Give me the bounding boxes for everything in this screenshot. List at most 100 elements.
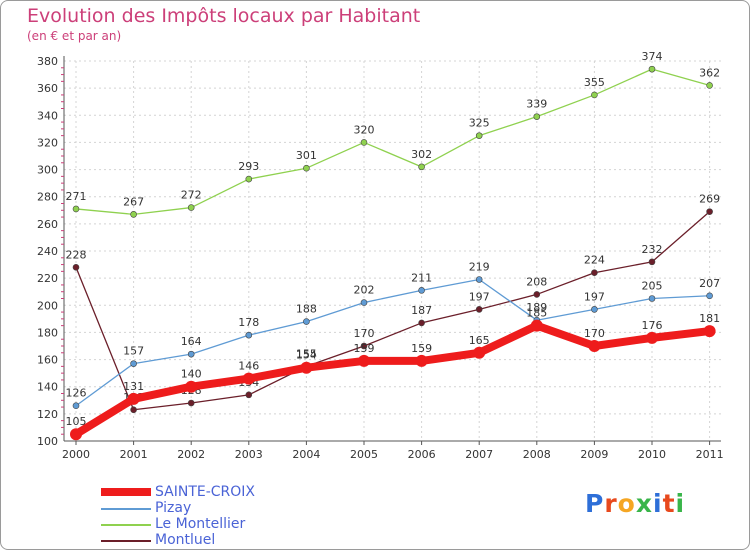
series-line-pizay bbox=[75, 278, 711, 407]
data-point-le-montellier bbox=[418, 163, 425, 171]
data-point-pizay bbox=[187, 350, 195, 358]
data-point-montluel bbox=[533, 291, 541, 298]
data-point-le-montellier bbox=[360, 139, 368, 146]
x-tick-label: 2011 bbox=[696, 448, 724, 461]
data-point-pizay bbox=[591, 306, 598, 313]
data-point-montluel bbox=[591, 269, 598, 277]
legend-label: Le Montellier bbox=[155, 516, 246, 532]
data-label-montluel: 197 bbox=[469, 290, 490, 303]
data-label-le-montellier: 355 bbox=[584, 76, 605, 89]
data-point-montluel bbox=[475, 306, 483, 313]
data-label-montluel: 187 bbox=[411, 304, 432, 317]
data-label-pizay: 207 bbox=[699, 277, 720, 290]
data-label-sainte-croix: 146 bbox=[238, 360, 259, 373]
x-tick-label: 2001 bbox=[120, 448, 148, 461]
data-label-sainte-croix: 159 bbox=[411, 342, 432, 355]
series-line-le-montellier bbox=[75, 68, 711, 216]
data-point-sainte-croix bbox=[588, 340, 601, 352]
x-tick-label: 2004 bbox=[292, 448, 320, 461]
x-tick-label: 2010 bbox=[638, 448, 666, 461]
data-point-pizay bbox=[475, 276, 483, 283]
data-label-sainte-croix: 165 bbox=[469, 334, 490, 347]
y-tick-label: 160 bbox=[37, 354, 58, 367]
data-point-le-montellier bbox=[648, 65, 656, 73]
data-label-le-montellier: 272 bbox=[181, 189, 202, 202]
data-point-pizay bbox=[130, 360, 137, 367]
data-label-le-montellier: 301 bbox=[296, 149, 317, 162]
data-label-sainte-croix: 154 bbox=[296, 349, 317, 362]
data-label-sainte-croix: 185 bbox=[526, 307, 547, 320]
y-tick-label: 300 bbox=[37, 164, 58, 177]
logo-letter: x bbox=[635, 489, 653, 518]
y-tick-label: 320 bbox=[37, 136, 58, 149]
data-label-sainte-croix: 181 bbox=[699, 312, 720, 325]
y-tick-label: 100 bbox=[37, 435, 58, 448]
data-point-sainte-croix bbox=[415, 354, 428, 367]
data-label-pizay: 178 bbox=[238, 316, 259, 329]
data-point-sainte-croix bbox=[646, 331, 658, 344]
data-point-le-montellier bbox=[245, 175, 253, 183]
data-label-montluel: 228 bbox=[66, 248, 87, 261]
series-line-montluel bbox=[75, 210, 711, 411]
x-tick-label: 2007 bbox=[465, 448, 493, 461]
legend-swatch bbox=[101, 508, 151, 510]
y-tick-label: 360 bbox=[37, 82, 58, 95]
data-label-le-montellier: 325 bbox=[469, 117, 490, 130]
data-label-montluel: 269 bbox=[699, 193, 720, 206]
data-point-sainte-croix bbox=[358, 354, 370, 367]
data-label-sainte-croix: 176 bbox=[642, 319, 663, 332]
data-point-montluel bbox=[418, 319, 425, 327]
data-point-le-montellier bbox=[303, 164, 310, 172]
data-label-pizay: 164 bbox=[181, 335, 202, 348]
data-point-sainte-croix bbox=[185, 380, 198, 393]
logo-letter: t bbox=[662, 489, 676, 518]
data-point-montluel bbox=[245, 391, 253, 399]
data-label-pizay: 188 bbox=[296, 303, 317, 316]
logo-letter: P bbox=[585, 489, 605, 518]
data-label-pizay: 126 bbox=[66, 387, 87, 400]
data-point-le-montellier bbox=[533, 113, 541, 120]
y-tick-label: 340 bbox=[37, 109, 58, 122]
data-label-le-montellier: 320 bbox=[354, 123, 375, 136]
proxiti-logo: Proxiti bbox=[585, 489, 685, 518]
data-point-sainte-croix bbox=[242, 372, 255, 385]
legend-swatch bbox=[101, 524, 151, 526]
legend-label: SAINTE-CROIX bbox=[155, 484, 256, 500]
legend-label: Pizay bbox=[155, 500, 192, 516]
data-label-pizay: 219 bbox=[469, 261, 490, 274]
data-label-montluel: 208 bbox=[526, 275, 547, 288]
data-point-le-montellier bbox=[187, 204, 195, 211]
y-tick-label: 180 bbox=[37, 326, 58, 339]
logo-letter: i bbox=[653, 489, 663, 518]
legend-label: Montluel bbox=[155, 532, 216, 548]
x-tick-label: 2002 bbox=[177, 448, 205, 461]
data-point-pizay bbox=[706, 292, 713, 300]
data-point-sainte-croix bbox=[70, 428, 82, 441]
data-point-sainte-croix bbox=[300, 361, 313, 374]
data-point-pizay bbox=[360, 299, 368, 306]
y-tick-label: 220 bbox=[37, 272, 58, 285]
data-point-pizay bbox=[303, 318, 310, 325]
data-label-pizay: 205 bbox=[642, 280, 663, 293]
data-point-montluel bbox=[130, 406, 137, 414]
data-label-le-montellier: 267 bbox=[123, 195, 144, 208]
legend-swatch bbox=[101, 488, 151, 496]
data-point-montluel bbox=[648, 258, 656, 266]
data-point-le-montellier bbox=[72, 205, 80, 213]
data-label-montluel: 224 bbox=[584, 254, 605, 267]
y-tick-label: 280 bbox=[37, 191, 58, 204]
data-point-sainte-croix bbox=[530, 319, 543, 332]
data-label-montluel: 170 bbox=[354, 327, 375, 340]
x-tick-label: 2003 bbox=[235, 448, 263, 461]
x-tick-label: 2000 bbox=[62, 448, 90, 461]
data-label-pizay: 157 bbox=[123, 345, 144, 358]
data-point-pizay bbox=[72, 402, 80, 410]
y-tick-label: 260 bbox=[37, 218, 58, 231]
data-point-montluel bbox=[187, 399, 195, 407]
data-point-montluel bbox=[360, 342, 368, 350]
logo-letter: i bbox=[675, 489, 686, 518]
data-label-pizay: 189 bbox=[526, 301, 547, 314]
data-point-le-montellier bbox=[706, 82, 713, 89]
data-label-le-montellier: 302 bbox=[411, 148, 432, 161]
y-tick-label: 200 bbox=[37, 299, 58, 312]
